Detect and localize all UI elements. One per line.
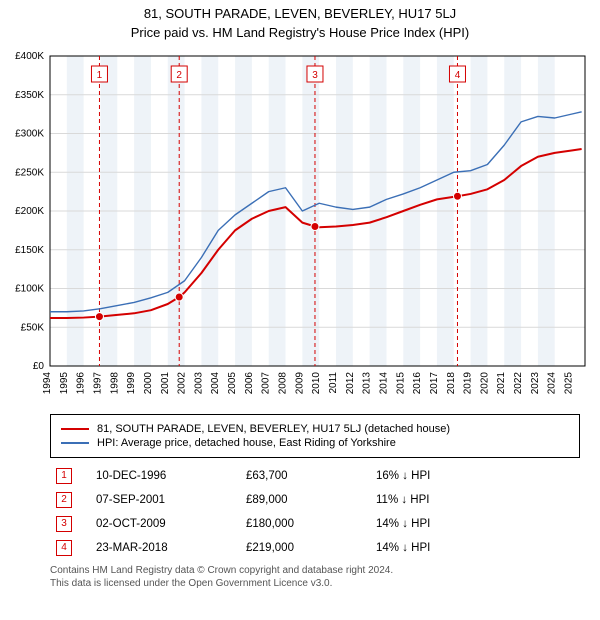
legend-swatch	[61, 428, 89, 430]
svg-text:2025: 2025	[564, 372, 575, 395]
price-chart: 1 2 3 4 £0 £50K £100K £150K £200K £250K £300K £350K…	[0, 46, 600, 406]
svg-text:2022: 2022	[513, 372, 524, 395]
event-price: £89,000	[240, 488, 370, 512]
svg-text:1995: 1995	[59, 372, 70, 395]
legend-item: HPI: Average price, detached house, East…	[61, 437, 569, 449]
event-diff: 14% ↓ HPI	[370, 512, 580, 536]
legend-label: HPI: Average price, detached house, East…	[97, 437, 396, 449]
table-row: 4 23-MAR-2018£219,00014% ↓ HPI	[50, 536, 580, 560]
svg-text:2005: 2005	[227, 372, 238, 395]
legend-swatch	[61, 442, 89, 443]
svg-text:2013: 2013	[362, 372, 373, 395]
svg-text:2004: 2004	[210, 372, 221, 395]
svg-text:2009: 2009	[294, 372, 305, 395]
svg-text:2003: 2003	[193, 372, 204, 395]
svg-text:£150K: £150K	[15, 245, 44, 256]
svg-text:2018: 2018	[446, 372, 457, 395]
event-price: £63,700	[240, 464, 370, 488]
legend: 81, SOUTH PARADE, LEVEN, BEVERLEY, HU17 …	[50, 414, 580, 458]
svg-text:£400K: £400K	[15, 51, 44, 62]
event-marker: 4	[56, 540, 72, 556]
svg-text:£100K: £100K	[15, 284, 44, 295]
svg-text:2020: 2020	[479, 372, 490, 395]
table-row: 1 10-DEC-1996£63,70016% ↓ HPI	[50, 464, 580, 488]
svg-text:2001: 2001	[160, 372, 171, 395]
event-diff: 14% ↓ HPI	[370, 536, 580, 560]
svg-text:2008: 2008	[278, 372, 289, 395]
footer-attribution: Contains HM Land Registry data © Crown c…	[50, 564, 580, 590]
svg-text:2023: 2023	[530, 372, 541, 395]
svg-text:1997: 1997	[92, 372, 103, 395]
legend-item: 81, SOUTH PARADE, LEVEN, BEVERLEY, HU17 …	[61, 423, 569, 435]
svg-text:2012: 2012	[345, 372, 356, 395]
svg-text:2000: 2000	[143, 372, 154, 395]
event-date: 02-OCT-2009	[90, 512, 240, 536]
event-diff: 16% ↓ HPI	[370, 464, 580, 488]
svg-text:£350K: £350K	[15, 90, 44, 101]
event-marker: 1	[56, 468, 72, 484]
svg-text:£300K: £300K	[15, 129, 44, 140]
svg-text:2007: 2007	[261, 372, 272, 395]
svg-text:4: 4	[455, 70, 461, 81]
title-line2: Price paid vs. HM Land Registry's House …	[0, 25, 600, 40]
svg-text:2017: 2017	[429, 372, 440, 395]
svg-text:£50K: £50K	[21, 322, 45, 333]
svg-text:2010: 2010	[311, 372, 322, 395]
svg-text:2: 2	[176, 70, 182, 81]
svg-text:2014: 2014	[378, 372, 389, 395]
svg-text:1: 1	[97, 70, 103, 81]
event-marker: 2	[56, 492, 72, 508]
svg-text:1994: 1994	[42, 372, 53, 395]
event-date: 07-SEP-2001	[90, 488, 240, 512]
svg-text:2016: 2016	[412, 372, 423, 395]
legend-label: 81, SOUTH PARADE, LEVEN, BEVERLEY, HU17 …	[97, 423, 450, 435]
event-date: 10-DEC-1996	[90, 464, 240, 488]
table-row: 3 02-OCT-2009£180,00014% ↓ HPI	[50, 512, 580, 536]
table-row: 2 07-SEP-2001£89,00011% ↓ HPI	[50, 488, 580, 512]
svg-text:£200K: £200K	[15, 206, 44, 217]
event-diff: 11% ↓ HPI	[370, 488, 580, 512]
footer-line1: Contains HM Land Registry data © Crown c…	[50, 564, 580, 577]
event-price: £219,000	[240, 536, 370, 560]
sales-table: 1 10-DEC-1996£63,70016% ↓ HPI 2 07-SEP-2001…	[50, 464, 580, 560]
svg-text:2002: 2002	[177, 372, 188, 395]
svg-text:3: 3	[312, 70, 318, 81]
svg-text:2015: 2015	[395, 372, 406, 395]
svg-text:1996: 1996	[76, 372, 87, 395]
svg-text:1999: 1999	[126, 372, 137, 395]
svg-text:2019: 2019	[463, 372, 474, 395]
svg-text:£250K: £250K	[15, 167, 44, 178]
event-date: 23-MAR-2018	[90, 536, 240, 560]
svg-text:2006: 2006	[244, 372, 255, 395]
svg-text:1998: 1998	[109, 372, 120, 395]
svg-text:2024: 2024	[547, 372, 558, 395]
title-line1: 81, SOUTH PARADE, LEVEN, BEVERLEY, HU17 …	[0, 6, 600, 21]
event-marker: 3	[56, 516, 72, 532]
footer-line2: This data is licensed under the Open Gov…	[50, 577, 580, 590]
event-price: £180,000	[240, 512, 370, 536]
svg-text:2021: 2021	[496, 372, 507, 395]
svg-text:2011: 2011	[328, 372, 339, 394]
svg-text:£0: £0	[33, 361, 45, 372]
